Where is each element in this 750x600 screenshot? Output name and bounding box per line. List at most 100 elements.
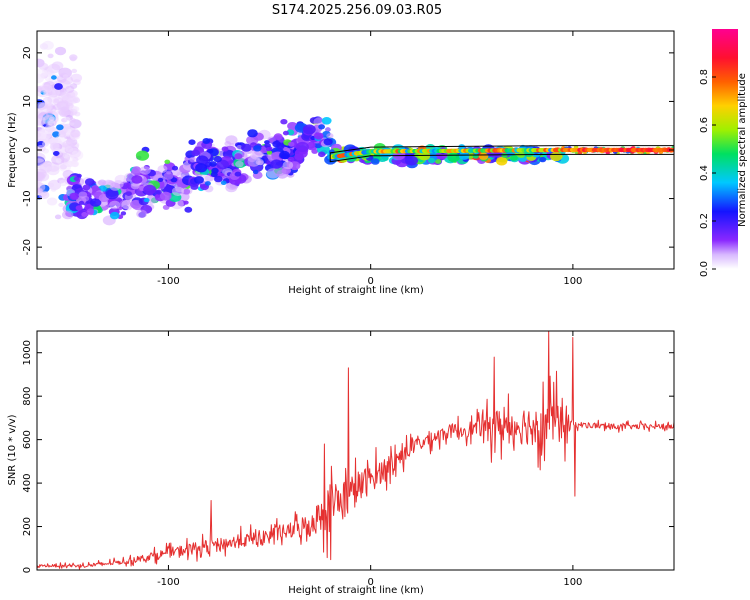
colorbar-tick-label: 0.2 xyxy=(699,213,710,229)
spectrogram-cell xyxy=(157,165,168,173)
spectrogram-cell xyxy=(37,187,43,194)
spectrogram-cell xyxy=(37,132,41,138)
spectrogram-cell xyxy=(253,145,262,152)
spectrogram-cell xyxy=(46,125,56,133)
spectrogram-cell xyxy=(321,117,332,125)
spectrogram-cell xyxy=(60,164,67,170)
spectrogram-cell xyxy=(184,206,193,213)
spectrogram-cell xyxy=(157,177,164,182)
spectrogram-cell xyxy=(69,56,77,62)
spectrogram-cell xyxy=(135,150,150,161)
spectrogram-cell xyxy=(550,151,563,162)
spectrogram-cell xyxy=(164,159,171,164)
spectrogram-cell xyxy=(72,106,80,112)
spectrogram-cell xyxy=(183,188,191,195)
spectrogram-cell xyxy=(66,95,77,104)
carrier-line xyxy=(329,145,674,163)
spectrogram-cell xyxy=(54,46,67,56)
spectrogram-cell xyxy=(139,166,151,175)
spectrogram-cell xyxy=(78,191,88,199)
snr-y-tick-label: 400 xyxy=(22,474,33,493)
spectrogram-cell xyxy=(539,156,547,163)
spectrogram-cell xyxy=(371,158,380,165)
spectrogram-cell xyxy=(53,98,60,103)
spectrogram-cell xyxy=(50,187,57,192)
spectrogram-cell xyxy=(45,111,54,118)
spectrogram-cell xyxy=(313,132,324,140)
spectrogram-y-tick-label: 0 xyxy=(22,147,33,153)
spectrogram-cell xyxy=(109,200,121,210)
spectrogram-cell xyxy=(266,146,272,152)
spectrogram-cell xyxy=(54,83,63,90)
spectrogram-cell xyxy=(38,62,49,71)
snr-series-line xyxy=(37,331,674,570)
spectrogram-cell xyxy=(318,124,325,130)
snr-y-ticks: 0 200 400 600 800 1000 xyxy=(22,340,674,573)
spectrogram-cell xyxy=(196,155,209,165)
spectrogram-cell xyxy=(70,129,81,138)
spectrogram-cell xyxy=(247,129,258,138)
spectrogram-cell xyxy=(272,140,281,148)
spectrogram-cell xyxy=(81,212,88,217)
spectrogram-cell xyxy=(405,155,419,166)
spectrogram-cell xyxy=(65,85,75,93)
spectrogram-cell xyxy=(210,171,218,178)
spectrogram-cell xyxy=(236,145,243,150)
spectrogram-cell xyxy=(435,159,442,164)
spectrogram-x-tick-label: 0 xyxy=(367,276,373,287)
spectrogram-cell xyxy=(191,149,200,157)
colorbar-tick-label: 0.0 xyxy=(699,261,710,277)
spectrogram-cell xyxy=(55,158,62,163)
spectrogram-cell xyxy=(241,143,252,152)
spectrogram-cell xyxy=(41,84,53,93)
spectrogram-cell xyxy=(252,169,259,175)
spectrogram-cell xyxy=(221,146,229,152)
spectrogram-cell xyxy=(75,205,83,211)
spectrogram-cell xyxy=(125,191,132,197)
colorbar: 0.0 0.2 0.4 0.6 0.8 Normalized spectral ampl… xyxy=(699,29,748,277)
snr-x-label: Height of straight line (km) xyxy=(288,585,424,596)
spectrogram-cell xyxy=(131,166,142,174)
spectrogram-cell xyxy=(51,142,60,149)
spectrogram-cell xyxy=(189,156,197,163)
snr-y-tick-label: 200 xyxy=(22,517,33,536)
spectrogram-cell xyxy=(225,183,238,193)
spectrogram-cells xyxy=(37,40,674,226)
spectrogram-cell xyxy=(49,88,61,97)
spectrogram-cell xyxy=(65,146,74,153)
spectrogram-cell xyxy=(496,156,508,166)
spectrogram-cell xyxy=(51,61,64,71)
spectrogram-x-tick-label: 100 xyxy=(563,276,582,287)
spectrogram-cell xyxy=(72,150,79,156)
spectrogram-cell xyxy=(427,157,436,164)
spectrogram-y-tick-label: -10 xyxy=(22,190,33,206)
spectrogram-cell xyxy=(42,141,49,147)
spectrogram-cell xyxy=(270,159,283,169)
snr-x-tick-label: 100 xyxy=(563,577,582,588)
spectrogram-cell xyxy=(37,102,47,111)
spectrogram-cell xyxy=(57,106,69,116)
spectrogram-cell xyxy=(216,159,229,170)
spectrogram-cell xyxy=(73,176,80,181)
spectrogram-x-ticks: -100 0 100 xyxy=(157,31,582,287)
spectrogram-cell xyxy=(47,53,54,59)
spectrogram-cell xyxy=(163,172,174,180)
chart-title: S174.2025.256.09.03.R05 xyxy=(272,3,442,18)
spectrogram-cell xyxy=(143,197,150,203)
spectrogram-cell xyxy=(234,171,242,177)
spectrogram-cell xyxy=(295,141,309,153)
spectrogram-cell xyxy=(37,168,47,179)
spectrogram-cell xyxy=(281,153,290,160)
spectrogram-cell xyxy=(190,183,199,190)
spectrogram-cell xyxy=(318,151,326,158)
spectrogram-cell xyxy=(86,208,95,215)
spectrogram-cell xyxy=(155,189,162,195)
spectrogram-cell xyxy=(78,200,85,205)
spectrogram-cell xyxy=(302,124,316,135)
spectrogram-cell xyxy=(447,152,460,163)
spectrogram-cell xyxy=(131,175,143,184)
spectrogram-cell xyxy=(70,73,83,83)
spectrogram-cell xyxy=(207,148,214,154)
spectrogram-cell xyxy=(280,119,288,125)
